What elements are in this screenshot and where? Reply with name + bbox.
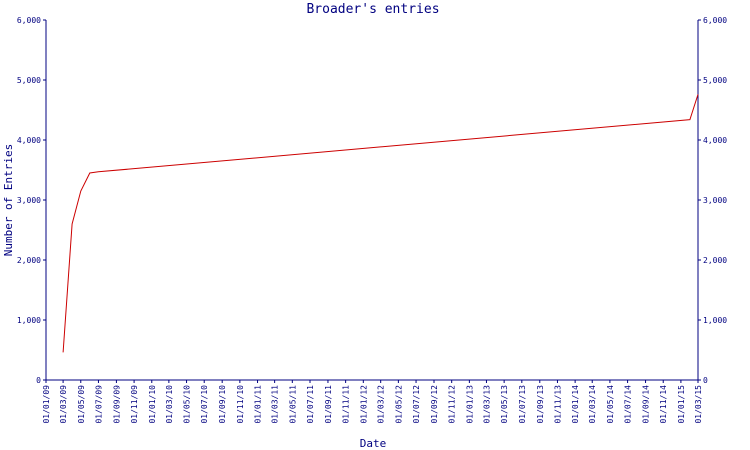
x-tick-label: 01/01/09 [42, 385, 51, 424]
x-tick-label: 01/01/10 [148, 385, 157, 424]
y-tick-label-left: 2,000 [17, 256, 41, 265]
x-tick-label: 01/11/14 [659, 385, 668, 424]
x-tick-label: 01/03/14 [588, 385, 597, 424]
y-tick-label-right: 3,000 [703, 196, 727, 205]
x-tick-label: 01/11/09 [130, 385, 139, 424]
y-axis-label: Number of Entries [2, 144, 15, 257]
x-tick-label: 01/03/10 [165, 385, 174, 424]
y-tick-label-left: 3,000 [17, 196, 41, 205]
x-tick-label: 01/03/12 [377, 385, 386, 424]
x-tick-label: 01/01/15 [677, 385, 686, 424]
x-tick-label: 01/07/14 [624, 385, 633, 424]
y-tick-label-right: 2,000 [703, 256, 727, 265]
x-tick-label: 01/05/12 [394, 385, 403, 424]
y-tick-label-right: 0 [703, 376, 708, 385]
chart-title: Broader's entries [306, 2, 439, 17]
x-tick-label: 01/09/13 [536, 385, 545, 424]
x-tick-label: 01/07/09 [94, 385, 103, 424]
x-tick-label: 01/05/09 [77, 385, 86, 424]
y-tick-label-left: 4,000 [17, 136, 41, 145]
x-tick-label: 01/11/10 [236, 385, 245, 424]
x-tick-label: 01/05/10 [183, 385, 192, 424]
x-tick-label: 01/05/13 [500, 385, 509, 424]
ticks: 0 0 1,000 1,000 2,000 2,000 3,000 3,000 4,000 4,0… [17, 16, 727, 424]
y-tick-label-right: 1,000 [703, 316, 727, 325]
x-tick-label: 01/03/13 [482, 385, 491, 424]
x-tick-label: 01/03/11 [271, 385, 280, 424]
x-tick-label: 01/09/11 [324, 385, 333, 424]
x-tick-label: 01/07/10 [200, 385, 209, 424]
y-tick-label-right: 5,000 [703, 76, 727, 85]
x-tick-label: 01/07/11 [306, 385, 315, 424]
x-tick-label: 01/01/12 [359, 385, 368, 424]
y-tick-label-right: 4,000 [703, 136, 727, 145]
y-tick-label-right: 6,000 [703, 16, 727, 25]
x-tick-label: 01/09/12 [430, 385, 439, 424]
x-tick-label: 01/09/09 [112, 385, 121, 424]
series-line [62, 94, 699, 353]
y-tick-label-left: 0 [36, 376, 41, 385]
x-tick-label: 01/11/11 [342, 385, 351, 424]
x-tick-label: 01/05/11 [288, 385, 297, 424]
x-tick-label: 01/01/14 [571, 385, 580, 424]
x-tick-label: 01/03/15 [694, 385, 703, 424]
y-tick-label-left: 5,000 [17, 76, 41, 85]
y-tick-label-left: 1,000 [17, 316, 41, 325]
axes [45, 20, 699, 381]
series [62, 94, 699, 353]
x-tick-label: 01/01/11 [254, 385, 263, 424]
x-tick-label: 01/09/10 [218, 385, 227, 424]
x-tick-label: 01/09/14 [642, 385, 651, 424]
x-axis-label: Date [360, 437, 387, 450]
x-tick-label: 01/11/12 [448, 385, 457, 424]
x-tick-label: 01/03/09 [59, 385, 68, 424]
y-tick-label-left: 6,000 [17, 16, 41, 25]
x-tick-label: 01/01/13 [465, 385, 474, 424]
x-tick-label: 01/07/12 [412, 385, 421, 424]
x-tick-label: 01/11/13 [553, 385, 562, 424]
x-tick-label: 01/07/13 [518, 385, 527, 424]
x-tick-label: 01/05/14 [606, 385, 615, 424]
